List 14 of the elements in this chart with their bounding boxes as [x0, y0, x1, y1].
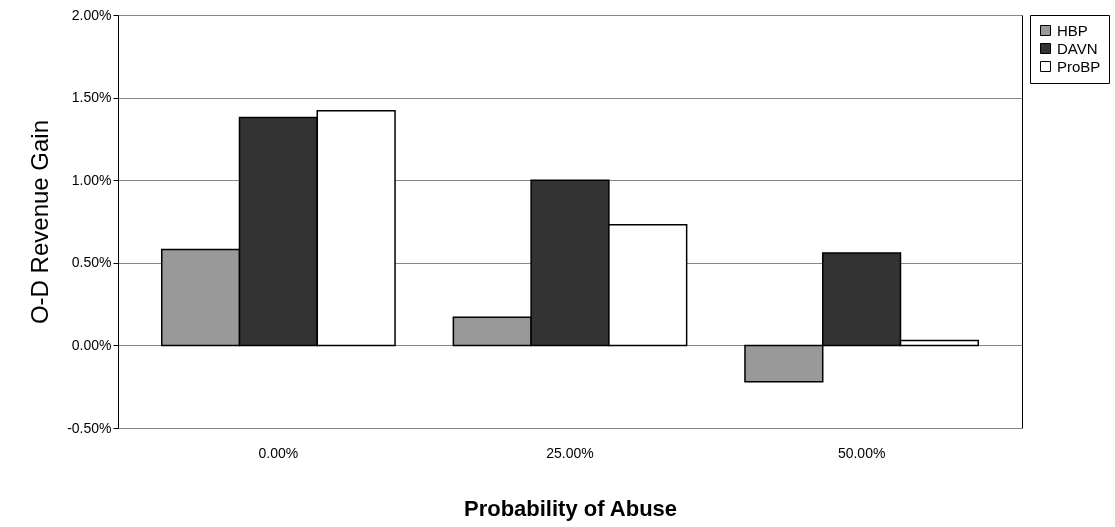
legend-label: ProBP: [1057, 57, 1101, 75]
x-tick-label: 25.00%: [546, 444, 594, 461]
y-tick-label: 1.00%: [71, 171, 112, 188]
y-tick-label: -0.50%: [67, 419, 112, 436]
y-tick-label: 1.50%: [71, 89, 112, 106]
y-axis-title: O-D Revenue Gain: [26, 119, 54, 325]
x-tick-label: 50.00%: [837, 444, 886, 461]
y-tick-label: 2.00%: [71, 6, 112, 23]
x-axis-title: Probability of Abuse: [463, 495, 678, 521]
y-tick-label: 0.50%: [71, 254, 112, 271]
legend-label: DAVN: [1057, 39, 1098, 57]
x-tick-label: 0.00%: [258, 444, 299, 461]
legend-label: HBP: [1057, 21, 1088, 39]
y-tick-label: 0.00%: [71, 336, 112, 353]
